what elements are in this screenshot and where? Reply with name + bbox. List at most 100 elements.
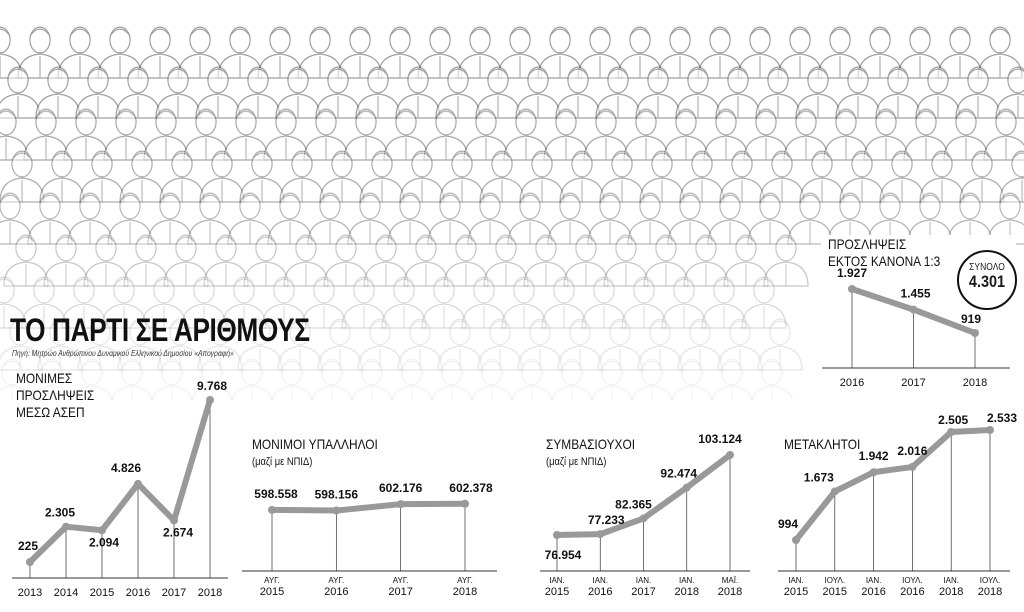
person-head bbox=[989, 26, 1011, 54]
person-icon bbox=[475, 66, 521, 119]
person-body bbox=[710, 385, 754, 400]
person-icon bbox=[239, 150, 285, 203]
asep-data-point bbox=[206, 396, 214, 404]
person-head bbox=[749, 26, 771, 54]
person-hair bbox=[771, 152, 793, 161]
person-icon bbox=[359, 150, 405, 203]
person-head bbox=[0, 276, 15, 304]
person-head bbox=[95, 234, 117, 262]
person-body bbox=[581, 303, 627, 329]
person-head bbox=[753, 276, 775, 304]
person-body bbox=[550, 385, 594, 400]
person-body bbox=[719, 177, 765, 203]
person-head bbox=[491, 150, 513, 178]
ektos-title-line: ΕΚΤΟΣ ΚΑΝΟΝΑ 1:3 bbox=[828, 253, 941, 269]
person-hair bbox=[729, 320, 751, 329]
person-body bbox=[717, 345, 763, 371]
person-body bbox=[559, 177, 605, 203]
person-hair bbox=[167, 68, 189, 77]
person-head bbox=[789, 26, 811, 54]
person-hair bbox=[281, 360, 303, 369]
person-icon bbox=[230, 358, 274, 400]
person-hair bbox=[709, 28, 731, 37]
person-head bbox=[735, 234, 757, 262]
person-head bbox=[595, 108, 617, 136]
metaklitoi-tick-label: 2018 bbox=[978, 586, 1002, 598]
person-icon bbox=[707, 192, 753, 245]
person-head bbox=[515, 108, 537, 136]
ektos-value-label: 919 bbox=[961, 312, 981, 326]
person-hair bbox=[1011, 152, 1024, 161]
metaklitoi-tick-label: ΙΟΥΛ. bbox=[902, 576, 923, 585]
person-icon bbox=[547, 192, 593, 245]
person-head bbox=[81, 358, 103, 386]
person-hair bbox=[611, 152, 633, 161]
person-body bbox=[197, 345, 243, 371]
symvasiouxoi-tick-label: ΙΑΝ. bbox=[549, 576, 565, 585]
total-badge-label: ΣΥΝΟΛΟ bbox=[969, 262, 1005, 273]
person-hair bbox=[0, 194, 21, 203]
monimoi-tick-label: ΑΥΓ. bbox=[457, 576, 473, 585]
person-hair bbox=[789, 28, 811, 37]
person-head bbox=[287, 66, 309, 94]
person-body bbox=[141, 303, 187, 329]
person-icon bbox=[397, 318, 443, 371]
person-icon bbox=[79, 150, 125, 203]
person-icon bbox=[897, 26, 943, 79]
person-icon bbox=[763, 234, 809, 287]
asep-series-line bbox=[27, 397, 213, 565]
person-icon bbox=[839, 150, 885, 203]
person-hair bbox=[679, 194, 701, 203]
person-hair bbox=[681, 360, 703, 369]
person-body bbox=[70, 385, 114, 400]
person-icon bbox=[119, 150, 165, 203]
person-body bbox=[107, 219, 153, 245]
person-head bbox=[47, 66, 69, 94]
person-body bbox=[679, 177, 725, 203]
person-body bbox=[159, 177, 205, 203]
person-hair bbox=[767, 68, 789, 77]
person-icon bbox=[597, 318, 643, 371]
person-hair bbox=[949, 28, 971, 37]
person-body bbox=[590, 385, 634, 400]
symvasiouxoi-tick-label: 2016 bbox=[588, 586, 612, 598]
person-icon bbox=[663, 108, 709, 161]
asep-tick-label: 2013 bbox=[18, 587, 42, 599]
person-head bbox=[887, 66, 909, 94]
person-icon bbox=[943, 108, 989, 161]
person-head bbox=[529, 318, 551, 346]
person-body bbox=[357, 345, 403, 371]
person-hair bbox=[575, 236, 597, 245]
person-body bbox=[323, 261, 369, 287]
person-hair bbox=[291, 152, 313, 161]
asep-title-line: ΜΟΝΙΜΕΣ bbox=[16, 370, 73, 386]
person-hair bbox=[155, 110, 177, 119]
person-head bbox=[331, 150, 353, 178]
person-head bbox=[309, 26, 331, 54]
person-hair bbox=[909, 28, 931, 37]
person-body bbox=[39, 177, 85, 203]
person-icon bbox=[587, 192, 633, 245]
person-hair bbox=[629, 28, 651, 37]
person-icon bbox=[277, 318, 323, 371]
person-hair bbox=[775, 236, 797, 245]
person-head bbox=[327, 66, 349, 94]
person-head bbox=[433, 276, 455, 304]
person-icon bbox=[357, 318, 403, 371]
person-body bbox=[557, 345, 603, 371]
symvasiouxoi-tick-label: ΜΑΪ. bbox=[722, 576, 738, 585]
person-hair bbox=[441, 360, 463, 369]
person-hair bbox=[0, 278, 15, 287]
person-icon bbox=[399, 150, 445, 203]
person-body bbox=[123, 261, 169, 287]
person-hair bbox=[799, 194, 821, 203]
person-icon bbox=[101, 276, 147, 329]
person-icon bbox=[710, 358, 754, 400]
person-head bbox=[199, 192, 221, 220]
symvasiouxoi-tick-label: 2018 bbox=[675, 586, 699, 598]
person-icon bbox=[627, 192, 673, 245]
person-icon bbox=[3, 234, 49, 287]
person-icon bbox=[237, 318, 283, 371]
person-body bbox=[101, 303, 147, 329]
person-icon bbox=[955, 66, 1001, 119]
